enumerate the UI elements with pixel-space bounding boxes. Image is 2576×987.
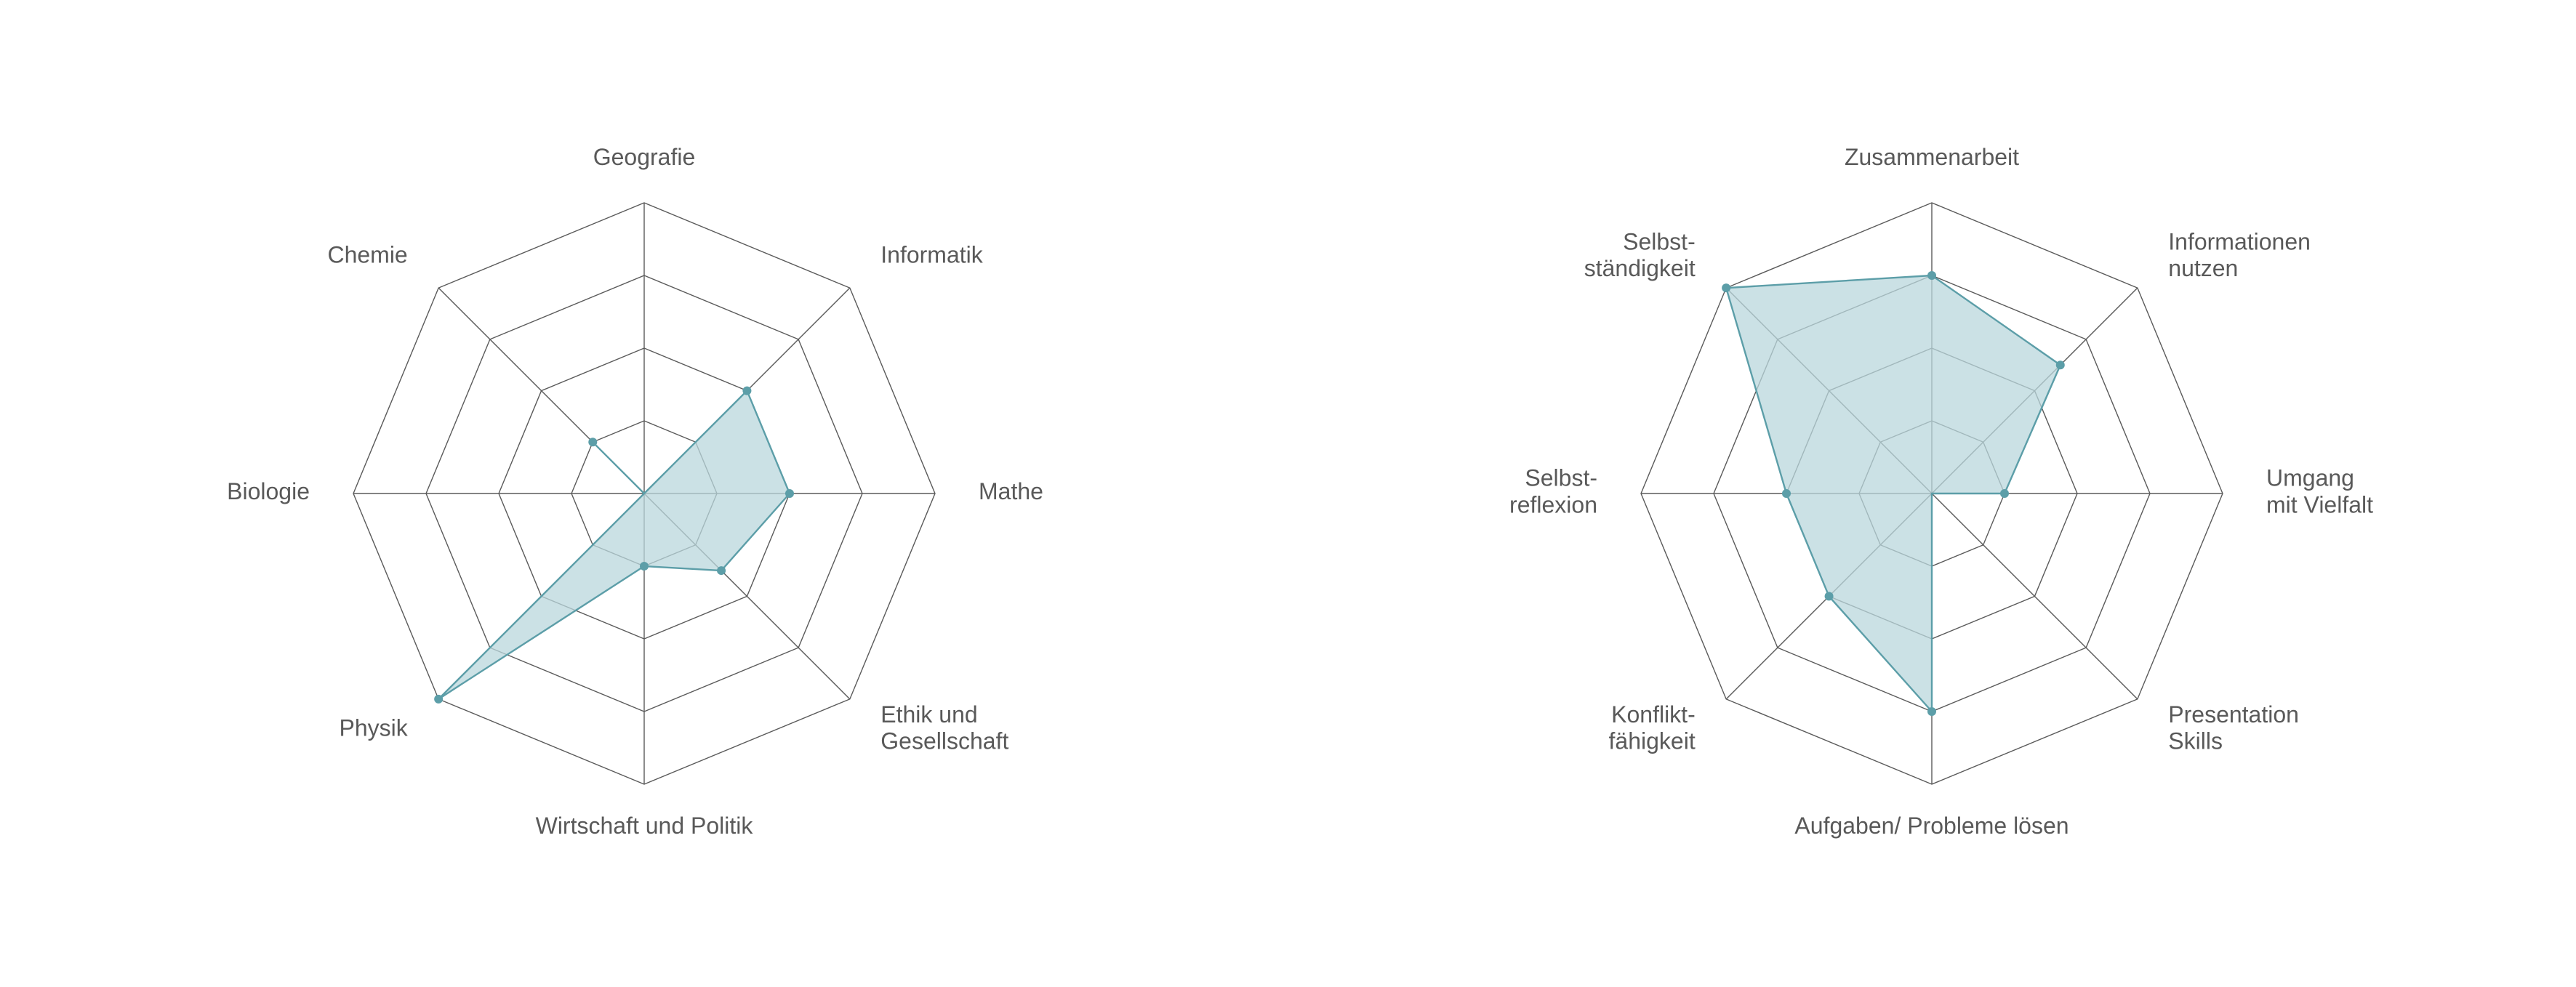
radar-data-marker [1927,707,1936,716]
radar-data-marker [1927,271,1936,280]
radar-data-marker [434,695,443,704]
radar-axis-label: Geografie [593,144,695,170]
radar-axis-label: Mathe [979,478,1043,504]
radar-axis-label: Selbst-ständigkeit [1584,229,1696,282]
radar-chart-right: Zusammenarbeit Informationennutzen Umgangm… [1423,57,2441,930]
radar-axis-label: Physik [339,715,408,741]
radar-spoke [1932,494,2138,699]
radar-data-marker [2056,360,2065,369]
radar-axis-label: Biologie [227,478,310,504]
radar-axis-label: Informatik [880,242,983,268]
radar-axis-label: Informationennutzen [2169,229,2311,282]
radar-data-marker [717,566,726,575]
radar-axis-label: Konflikt-fähigkeit [1609,701,1696,754]
radar-axis-label: Wirtschaft und Politik [535,813,753,839]
radar-data-marker [640,562,649,571]
radar-data-area [438,391,790,699]
radar-data-marker [1722,283,1730,292]
radar-data-marker [785,489,794,498]
radar-data-marker [1782,489,1791,498]
radar-data-marker [2000,489,2009,498]
radar-data-marker [742,387,751,395]
chart-right-wrap: Zusammenarbeit Informationennutzen Umgangm… [1288,57,2576,930]
radar-axis-label: Selbst-reflexion [1509,465,1597,518]
radar-axis-label: Zusammenarbeit [1845,144,2019,170]
radar-axis-label: Aufgaben/ Probleme lösen [1795,813,2069,839]
radar-chart-left: Geografie Informatik Mathe Ethik undGesells… [135,57,1153,930]
radar-axis-label: Chemie [327,242,407,268]
chart-left-wrap: Geografie Informatik Mathe Ethik undGesells… [0,57,1288,930]
radar-axis-label: PresentationSkills [2169,701,2300,754]
radar-data-marker [1825,592,1834,600]
page-root: Geografie Informatik Mathe Ethik undGesells… [0,0,2576,987]
radar-axis-label: Umgangmit Vielfalt [2266,465,2373,518]
radar-data-marker [588,438,597,446]
radar-axis-label: Ethik undGesellschaft [880,701,1008,754]
